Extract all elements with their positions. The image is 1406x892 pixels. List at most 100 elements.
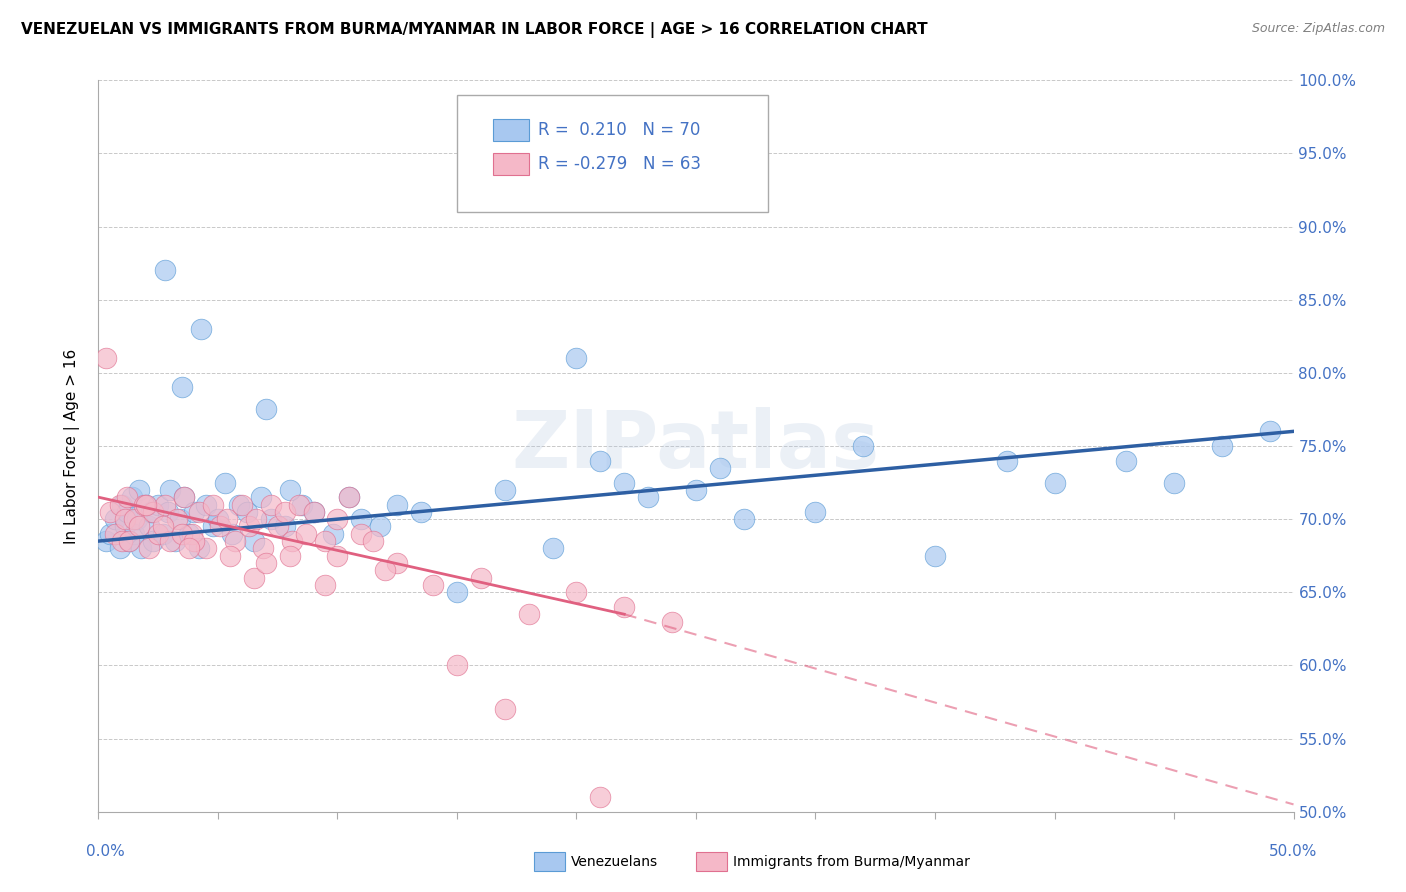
Point bbox=[385, 498, 409, 512]
Point bbox=[115, 490, 138, 504]
Point bbox=[209, 519, 232, 533]
Point bbox=[159, 483, 181, 497]
Point bbox=[195, 498, 218, 512]
Point bbox=[125, 512, 148, 526]
Point bbox=[291, 498, 314, 512]
Point bbox=[804, 505, 827, 519]
Point bbox=[228, 498, 250, 512]
Point bbox=[163, 534, 186, 549]
Point bbox=[613, 475, 636, 490]
Point bbox=[111, 498, 134, 512]
Point bbox=[245, 512, 267, 526]
Point bbox=[224, 534, 246, 549]
Point bbox=[183, 534, 205, 549]
Point bbox=[128, 519, 150, 533]
FancyBboxPatch shape bbox=[457, 95, 768, 212]
Point bbox=[124, 512, 146, 526]
Point bbox=[169, 512, 191, 526]
Point bbox=[121, 490, 143, 504]
Point bbox=[172, 526, 194, 541]
Point bbox=[221, 526, 243, 541]
Text: ZIPatlas: ZIPatlas bbox=[512, 407, 880, 485]
Point bbox=[1258, 425, 1281, 439]
Point bbox=[173, 490, 195, 504]
Point bbox=[238, 519, 260, 533]
Point bbox=[565, 585, 588, 599]
Point bbox=[565, 351, 588, 366]
Point bbox=[315, 534, 337, 549]
Point bbox=[339, 490, 361, 504]
Point bbox=[152, 519, 174, 533]
Point bbox=[350, 526, 373, 541]
Point bbox=[589, 453, 612, 467]
Point bbox=[363, 534, 385, 549]
Text: R = -0.279   N = 63: R = -0.279 N = 63 bbox=[538, 155, 702, 173]
Point bbox=[302, 505, 325, 519]
Point bbox=[202, 498, 225, 512]
Point bbox=[114, 512, 136, 526]
Point bbox=[243, 571, 266, 585]
Point bbox=[411, 505, 433, 519]
Point bbox=[190, 322, 212, 336]
Point bbox=[124, 526, 146, 541]
Point bbox=[179, 541, 201, 556]
Point bbox=[135, 498, 157, 512]
Point bbox=[274, 519, 297, 533]
Point bbox=[118, 534, 141, 549]
Point bbox=[254, 402, 277, 417]
Point bbox=[235, 505, 257, 519]
Point bbox=[613, 599, 636, 614]
Point bbox=[195, 541, 218, 556]
Point bbox=[267, 519, 290, 533]
Point bbox=[733, 512, 755, 526]
Text: 0.0%: 0.0% bbox=[86, 845, 125, 859]
Text: 50.0%: 50.0% bbox=[1270, 845, 1317, 859]
FancyBboxPatch shape bbox=[494, 119, 529, 141]
Point bbox=[202, 519, 225, 533]
Point bbox=[155, 498, 177, 512]
Point bbox=[98, 505, 122, 519]
Point bbox=[138, 541, 160, 556]
Point bbox=[166, 512, 188, 526]
Point bbox=[173, 490, 195, 504]
Point bbox=[470, 571, 492, 585]
Point bbox=[214, 475, 236, 490]
Point bbox=[217, 512, 239, 526]
Point bbox=[138, 519, 160, 533]
Point bbox=[187, 505, 209, 519]
Point bbox=[219, 549, 242, 563]
Point bbox=[326, 512, 349, 526]
Point bbox=[98, 526, 122, 541]
Point bbox=[108, 541, 131, 556]
Point bbox=[322, 526, 344, 541]
Point bbox=[152, 526, 174, 541]
Point bbox=[274, 505, 297, 519]
Point bbox=[132, 498, 155, 512]
Point bbox=[370, 519, 392, 533]
Point bbox=[207, 512, 229, 526]
Point bbox=[315, 578, 337, 592]
Point bbox=[259, 498, 281, 512]
Point bbox=[243, 534, 266, 549]
Point bbox=[114, 519, 136, 533]
Y-axis label: In Labor Force | Age > 16: In Labor Force | Age > 16 bbox=[63, 349, 80, 543]
Point bbox=[135, 498, 157, 512]
Point bbox=[1211, 439, 1233, 453]
Point bbox=[142, 534, 165, 549]
Point bbox=[180, 526, 202, 541]
Point bbox=[1163, 475, 1185, 490]
Point bbox=[541, 541, 564, 556]
Point bbox=[685, 483, 707, 497]
Point bbox=[494, 483, 516, 497]
Point bbox=[118, 534, 141, 549]
Point bbox=[231, 498, 253, 512]
Point bbox=[139, 505, 162, 519]
Point bbox=[385, 556, 409, 570]
Point bbox=[115, 505, 138, 519]
Point bbox=[281, 534, 304, 549]
Point bbox=[179, 526, 201, 541]
Point bbox=[278, 549, 301, 563]
Point bbox=[374, 563, 396, 577]
Text: VENEZUELAN VS IMMIGRANTS FROM BURMA/MYANMAR IN LABOR FORCE | AGE > 16 CORRELATIO: VENEZUELAN VS IMMIGRANTS FROM BURMA/MYAN… bbox=[21, 22, 928, 38]
Point bbox=[94, 351, 117, 366]
